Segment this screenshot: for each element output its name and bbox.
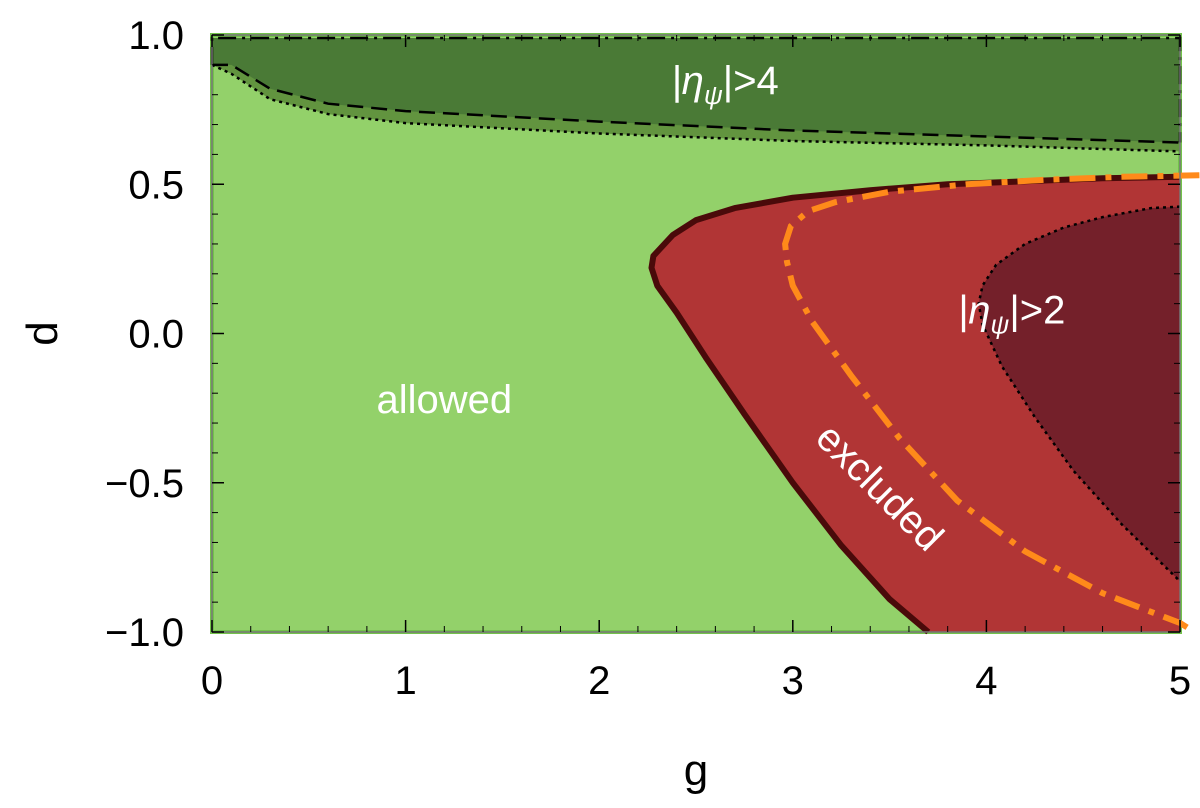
eta-gt-4-dashed-boundary (212, 63, 1181, 144)
eta-gt-2-label-tail: |>2 (1009, 289, 1065, 333)
eta-gt-4-label-main: |η (671, 59, 704, 103)
excluded-boundary (648, 173, 1181, 635)
y-tick-label: −1.0 (105, 611, 184, 655)
y-tick-labels: 1.0 0.5 0.0 −0.5 −1.0 (105, 14, 184, 655)
eta-gt-4-label: |ηψ|>4 (671, 59, 779, 110)
x-tick-labels: 0 1 2 3 4 5 (201, 659, 1191, 703)
x-tick-label: 2 (588, 659, 610, 703)
x-tick-label: 0 (201, 659, 223, 703)
y-axis-label: d (18, 321, 67, 345)
eta-gt-2-boundary (977, 205, 1181, 583)
x-tick-label: 1 (394, 659, 416, 703)
y-tick-label: −0.5 (105, 462, 184, 506)
y-tick-label: 1.0 (128, 14, 184, 58)
eta-gt-4-label-tail: |>4 (723, 59, 779, 103)
x-tick-label: 5 (1169, 659, 1191, 703)
eta-gt-2-label-sub: ψ (990, 310, 1009, 340)
minor-ticks (212, 35, 1180, 632)
eta-gt-4-dotted-boundary (211, 63, 1181, 153)
eta-gt-4-label-sub: ψ (704, 80, 723, 110)
eta-gt-2-label: |ηψ|>2 (958, 289, 1066, 340)
eta-gt-2-region (978, 206, 1180, 582)
x-tick-label: 3 (782, 659, 804, 703)
eta-gt-2-label-main: |η (958, 289, 991, 333)
y-tick-label: 0.5 (128, 163, 184, 207)
major-ticks (211, 34, 1181, 633)
x-tick-label: 4 (975, 659, 997, 703)
eta-gt-4-region (212, 38, 1180, 143)
plot-area (210, 33, 1200, 635)
orange-dash-dot-line (782, 172, 1200, 632)
x-axis-label: g (684, 746, 708, 795)
y-tick-label: 0.0 (128, 313, 184, 357)
allowed-label: allowed (376, 378, 512, 422)
